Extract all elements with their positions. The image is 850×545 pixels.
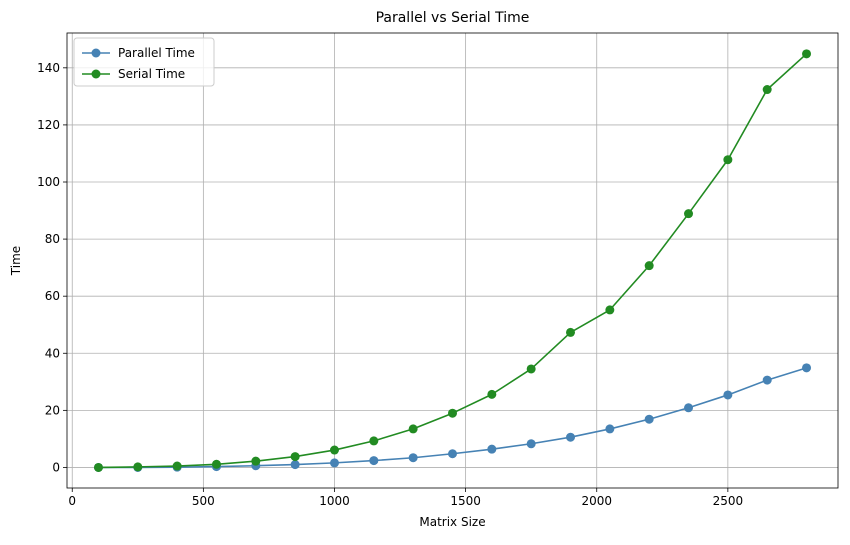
legend-marker-swatch: [91, 69, 101, 79]
axis-ticks: 0 500 1000 1500 2000 2500 0 20 40 60 80 100 120 140: [37, 61, 743, 508]
data-point: [448, 449, 457, 459]
data-point: [644, 414, 654, 424]
data-point: [762, 375, 772, 385]
x-tick-label: 500: [192, 494, 215, 508]
x-tick-label: 1500: [450, 494, 481, 508]
data-point: [605, 424, 615, 434]
data-point: [408, 453, 418, 463]
x-tick-label: 2500: [713, 494, 744, 508]
legend-marker-swatch: [91, 48, 101, 58]
data-point: [487, 444, 497, 454]
chart-title: Parallel vs Serial Time: [376, 10, 530, 26]
legend-item: Serial Time: [82, 67, 185, 81]
legend-item: Parallel Time: [82, 46, 195, 60]
legend-label: Serial Time: [118, 67, 185, 81]
y-tick-label: 40: [45, 346, 60, 360]
data-point: [369, 456, 379, 466]
data-point: [723, 390, 733, 400]
data-point: [251, 456, 261, 466]
series-line: [98, 53, 808, 469]
y-tick-label: 20: [45, 403, 60, 417]
data-point: [802, 363, 812, 373]
y-tick-label: 100: [37, 175, 60, 189]
data-point: [290, 460, 300, 470]
legend: Parallel Time Serial Time: [73, 37, 215, 87]
data-point: [290, 452, 300, 462]
y-tick-label: 120: [37, 118, 60, 132]
data-point: [605, 305, 615, 315]
y-tick-label: 60: [45, 289, 60, 303]
series-2: [93, 49, 812, 472]
x-axis-label: Matrix Size: [419, 515, 485, 529]
y-tick-label: 80: [45, 232, 60, 246]
x-tick-label: 1000: [319, 494, 350, 508]
data-point: [329, 458, 339, 468]
data-point: [762, 85, 772, 95]
data-point: [133, 462, 143, 472]
data-point: [369, 436, 379, 446]
data-point: [566, 327, 576, 337]
data-point: [408, 424, 418, 434]
data-point: [723, 155, 733, 165]
data-point: [644, 261, 654, 271]
data-point: [211, 459, 221, 469]
data-point: [566, 432, 576, 442]
data-point: [448, 408, 457, 418]
data-point: [172, 461, 182, 471]
y-axis-label: Time: [9, 246, 23, 276]
legend-label: Parallel Time: [118, 46, 195, 60]
x-tick-label: 2000: [581, 494, 612, 508]
series-group: [93, 49, 812, 472]
data-point: [526, 364, 536, 374]
x-tick-label: 0: [68, 494, 76, 508]
data-point: [802, 49, 812, 59]
plot-frame: [66, 32, 839, 489]
data-point: [526, 439, 536, 449]
data-point: [684, 209, 694, 219]
y-tick-label: 0: [52, 460, 60, 474]
data-point: [93, 462, 103, 472]
data-point: [487, 389, 497, 399]
data-point: [329, 445, 339, 455]
grid-lines: [67, 33, 838, 488]
y-tick-label: 140: [37, 61, 60, 75]
data-point: [684, 403, 694, 413]
